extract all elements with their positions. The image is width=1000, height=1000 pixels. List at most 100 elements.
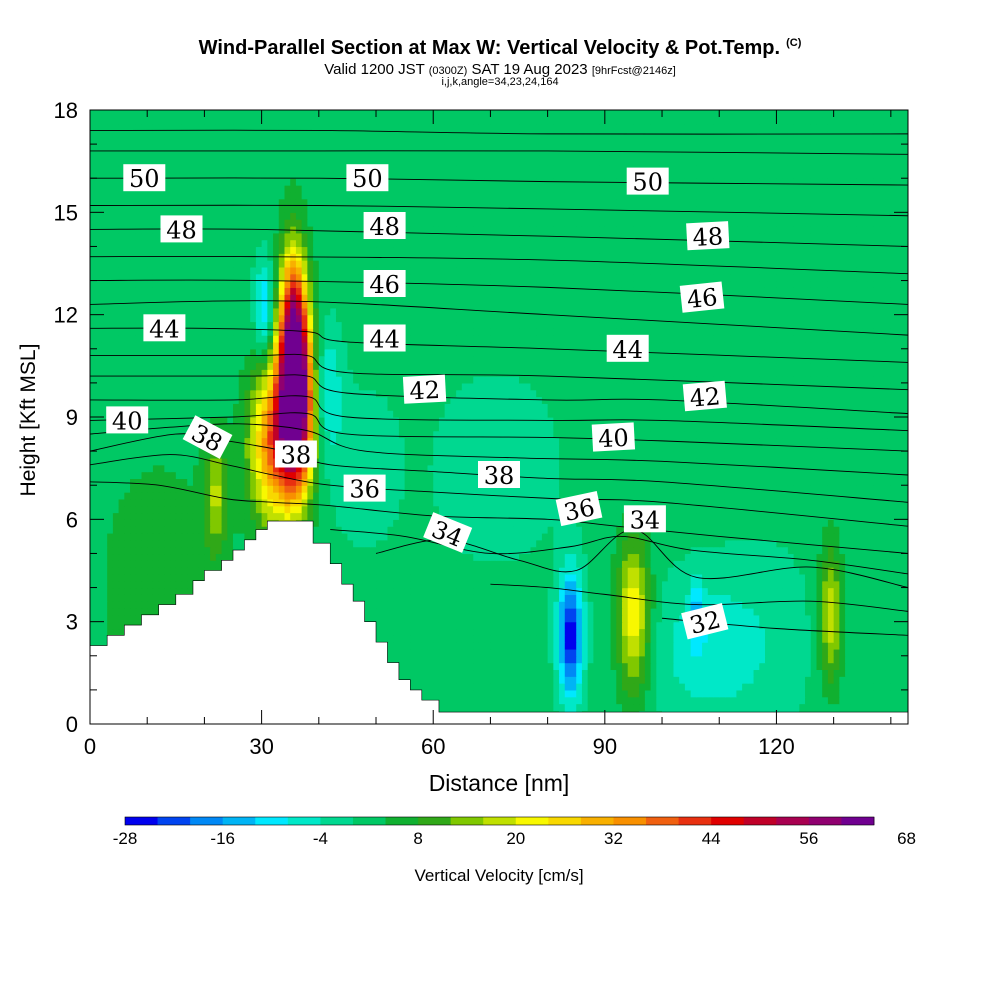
vv-cell: [559, 546, 566, 555]
vv-cell: [679, 505, 686, 514]
vv-cell: [456, 676, 463, 684]
vv-cell: [421, 587, 429, 595]
vv-cell: [776, 498, 783, 507]
vv-cell: [330, 519, 337, 527]
vv-cell: [879, 594, 886, 602]
vv-cell: [730, 573, 737, 582]
vv-cell: [839, 519, 846, 527]
vv-cell: [530, 553, 537, 561]
vv-cell: [478, 642, 486, 650]
vv-cell: [456, 662, 463, 671]
vv-cell: [707, 587, 715, 595]
vv-cell: [564, 635, 572, 643]
vv-cell: [822, 492, 829, 500]
vv-cell: [496, 546, 503, 555]
vv-cell: [444, 546, 451, 555]
vv-cell: [616, 587, 623, 595]
vv-cell: [650, 676, 657, 684]
vv-cell: [627, 614, 635, 623]
vv-cell: [730, 642, 737, 650]
vv-cell: [421, 492, 429, 500]
vv-cell: [650, 532, 657, 541]
vv-cell: [724, 608, 732, 616]
vv-cell: [467, 505, 474, 514]
vv-cell: [358, 519, 366, 527]
vv-cell: [164, 492, 171, 500]
vv-cell: [112, 498, 120, 507]
vv-cell: [747, 614, 755, 623]
vv-cell: [879, 560, 886, 568]
vv-cell: [501, 696, 509, 705]
vv-cell: [759, 601, 766, 609]
vv-cell: [335, 498, 343, 507]
vv-cell: [559, 485, 566, 493]
vv-cell: [879, 676, 886, 684]
vv-cell: [730, 519, 737, 527]
vv-cell: [850, 553, 858, 561]
vv-cell: [896, 587, 903, 595]
vv-cell: [702, 553, 709, 561]
vv-cell: [747, 669, 755, 677]
vv-cell: [433, 655, 440, 664]
vv-cell: [810, 696, 818, 705]
vv-cell: [118, 594, 125, 602]
vv-cell: [684, 546, 692, 555]
vv-cell: [152, 485, 160, 493]
vv-cell: [536, 628, 543, 636]
vv-cell: [387, 492, 394, 500]
vv-cell: [759, 526, 766, 534]
vv-cell: [656, 628, 663, 636]
vv-cell: [581, 601, 589, 609]
vv-cell: [233, 505, 240, 514]
vv-cell: [724, 601, 732, 609]
vv-cell: [610, 614, 617, 623]
vv-cell: [805, 580, 812, 589]
vv-cell: [404, 601, 411, 609]
vv-cell: [782, 539, 789, 548]
vv-cell: [719, 580, 726, 589]
vv-cell: [364, 573, 371, 582]
vv-cell: [164, 594, 171, 602]
vv-cell: [719, 696, 726, 705]
vv-cell: [421, 642, 429, 650]
vv-cell: [541, 621, 549, 630]
vv-cell: [599, 608, 606, 616]
vv-cell: [175, 505, 183, 514]
vv-cell: [478, 703, 486, 711]
vv-cell: [890, 498, 898, 507]
vv-cell: [170, 560, 177, 568]
vv-cell: [822, 519, 829, 527]
vv-cell: [496, 526, 503, 534]
vv-cell: [473, 621, 480, 630]
vv-cell: [684, 505, 692, 514]
vv-cell: [559, 587, 566, 595]
vv-cell: [856, 560, 863, 568]
vv-cell: [547, 594, 554, 602]
vv-cell: [473, 642, 480, 650]
vv-cell: [679, 580, 686, 589]
vv-cell: [690, 539, 697, 548]
vv-cell: [724, 505, 732, 514]
vv-cell: [450, 492, 457, 500]
vv-cell: [890, 539, 898, 548]
vv-cell: [398, 587, 406, 595]
vv-cell: [238, 492, 246, 500]
vv-cell: [770, 608, 778, 616]
vv-cell: [902, 539, 908, 548]
vv-cell: [793, 519, 800, 527]
vv-cell: [805, 546, 812, 555]
vv-cell: [124, 608, 131, 616]
vv-cell: [238, 526, 246, 534]
vv-cell: [381, 567, 389, 575]
vv-cell: [267, 485, 274, 493]
vv-cell: [101, 519, 108, 527]
vv-cell: [627, 553, 635, 561]
vv-cell: [805, 539, 812, 548]
vv-cell: [427, 614, 434, 623]
vv-cell: [679, 512, 686, 520]
vv-cell: [513, 648, 520, 657]
vv-cell: [524, 648, 532, 657]
vv-cell: [478, 498, 486, 507]
vv-cell: [570, 683, 577, 691]
vv-cell: [381, 580, 389, 589]
